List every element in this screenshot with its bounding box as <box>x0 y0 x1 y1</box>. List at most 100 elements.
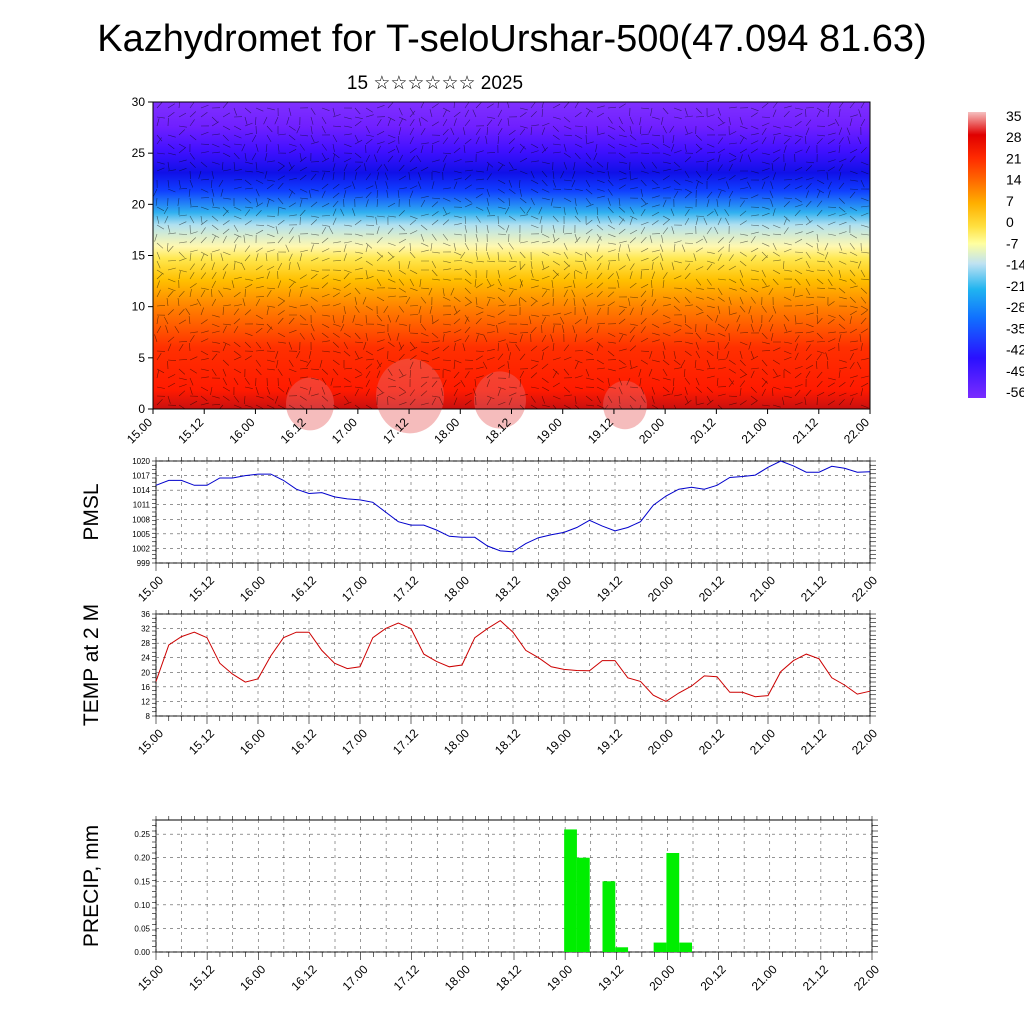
precip-panel-xtick-label: 17.00 <box>340 962 371 993</box>
temp-panel-ytick-label: 20 <box>141 668 150 677</box>
pmsl-panel-minor-ticks <box>152 457 876 571</box>
temp-panel-xtick-label: 20.12 <box>696 726 727 757</box>
pmsl-panel-xtick-label: 20.00 <box>645 573 676 604</box>
heatmap-xtick-label: 17.00 <box>329 415 360 446</box>
temp-panel-xtick-label: 19.00 <box>543 726 574 757</box>
precip-panel-grid <box>155 820 873 953</box>
temp-panel-ytick-label: 12 <box>141 697 150 706</box>
precip-panel-ylabel: PRECIP, mm <box>80 825 103 947</box>
temp-panel-xtick-label: 21.12 <box>798 726 829 757</box>
colorbar-label: -21 <box>1006 278 1024 294</box>
pmsl-panel-xtick-label: 17.00 <box>339 573 370 604</box>
precip-panel-ytick-label: 0.20 <box>134 854 150 863</box>
temp-panel-xtick-label: 19.12 <box>594 726 625 757</box>
precip-panel-bar <box>653 942 667 952</box>
pmsl-panel-xtick-label: 17.12 <box>390 573 421 604</box>
precip-panel-bar <box>602 881 616 952</box>
pmsl-panel-ytick-label: 1005 <box>132 530 150 539</box>
precip-panel-xtick-label: 19.00 <box>544 962 575 993</box>
precip-panel-xtick-label: 19.12 <box>595 962 626 993</box>
precip-panel-xtick-label: 16.12 <box>288 962 319 993</box>
temp-panel-xtick-label: 17.12 <box>390 726 421 757</box>
precip-panel-xtick-label: 15.12 <box>186 962 217 993</box>
temp-panel-xtick-label: 15.00 <box>135 726 166 757</box>
heatmap-xtick-label: 15.12 <box>175 415 206 446</box>
colorbar-label: 35 <box>1006 108 1022 124</box>
precip-panel-ytick-label: 0.10 <box>134 901 150 910</box>
precip-panel-ytick-label: 0.00 <box>134 948 150 957</box>
heatmap-xtick-label: 20.12 <box>687 415 718 446</box>
temp-panel-xtick-label: 16.12 <box>288 726 319 757</box>
precip-panel-ytick-label: 0.25 <box>134 830 150 839</box>
colorbar-label: 14 <box>1006 172 1022 188</box>
page-title: Kazhydromet for T-seloUrshar-500(47.094 … <box>97 18 927 60</box>
pmsl-panel-xtick-label: 18.00 <box>441 573 472 604</box>
heatmap-ytick-label: 5 <box>138 351 145 365</box>
temp-panel-ytick-label: 28 <box>141 639 150 648</box>
temp-panel-xtick-label: 15.12 <box>186 726 217 757</box>
temp-panel-ytick-label: 36 <box>141 610 150 619</box>
temp-panel-xtick-label: 20.00 <box>645 726 676 757</box>
pmsl-panel-xtick-label: 15.00 <box>135 573 166 604</box>
colorbar-label: -42 <box>1006 342 1024 358</box>
colorbar-label: -56 <box>1006 384 1024 400</box>
pmsl-panel-ytick-label: 1002 <box>132 544 150 553</box>
heatmap-xtick-label: 21.12 <box>790 415 821 446</box>
precip-panel-ytick-label: 0.05 <box>134 924 150 933</box>
colorbar-label: 7 <box>1006 193 1014 209</box>
colorbar-label: 0 <box>1006 214 1014 230</box>
colorbar-label: -35 <box>1006 320 1024 336</box>
colorbar-label: 21 <box>1006 150 1022 166</box>
pmsl-panel-ytick-label: 1011 <box>133 501 151 510</box>
temp-panel-ytick-label: 16 <box>141 683 150 692</box>
pmsl-panel-xtick-label: 20.12 <box>696 573 727 604</box>
heatmap-ytick-label: 10 <box>132 300 146 314</box>
pmsl-panel-ytick-label: 1017 <box>132 472 150 481</box>
pmsl-panel-ytick-label: 999 <box>137 559 151 568</box>
temp-panel-xtick-label: 16.00 <box>237 726 268 757</box>
colorbar-label: -28 <box>1006 299 1024 315</box>
pmsl-panel-xtick-label: 16.12 <box>288 573 319 604</box>
heatmap-ytick-label: 15 <box>132 249 146 263</box>
heatmap-ytick-label: 20 <box>132 197 146 211</box>
heatmap-warm-cell <box>603 380 647 430</box>
precip-panel: 0.00 0.05 0.10 0.15 0.20 0.25 15.00 15.12 16.00 1… <box>80 816 882 993</box>
precip-panel-xtick-label: 16.00 <box>237 962 268 993</box>
precip-panel-ytick-label: 0.15 <box>134 877 150 886</box>
precip-panel-xtick-label: 18.12 <box>493 962 524 993</box>
precip-panel-bar <box>564 829 577 952</box>
precip-panel-xtick-label: 17.12 <box>391 962 422 993</box>
colorbar: 35 28 21 14 7 0 -7 -14 -21 -28 -35 -42 -49 -56 <box>968 108 1024 400</box>
heatmap-ytick-label: 0 <box>138 402 145 416</box>
colorbar-label: 28 <box>1006 129 1022 145</box>
colorbar-label: -49 <box>1006 363 1024 379</box>
temp-panel-minor-ticks <box>152 610 876 724</box>
heatmap-field <box>153 102 870 409</box>
heatmap-ytick-label: 30 <box>132 95 146 109</box>
pmsl-panel-xtick-label: 19.12 <box>594 573 625 604</box>
precip-panel-xtick-label: 15.00 <box>135 962 166 993</box>
pmsl-panel-ytick-label: 1014 <box>132 486 150 495</box>
temp-panel-ylabel: TEMP at 2 M <box>80 604 103 726</box>
temp-panel-xtick-label: 21.00 <box>747 726 778 757</box>
heatmap-xtick-label: 16.00 <box>226 415 257 446</box>
temp-panel-xtick-label: 22.00 <box>849 726 880 757</box>
heatmap-xtick-label: 19.00 <box>534 415 565 446</box>
precip-panel-xtick-label: 20.00 <box>646 962 677 993</box>
pmsl-panel: 999 1002 1005 1008 1011 1014 1017 1020 15.00 15.1… <box>80 457 880 604</box>
precip-panel-bar <box>615 947 629 952</box>
temp-panel-xtick-label: 18.00 <box>441 726 472 757</box>
pmsl-panel-xtick-label: 19.00 <box>543 573 574 604</box>
temp-panel: 8 12 16 20 24 28 32 36 15.00 15.12 16.00 16.12 17.00… <box>80 604 880 757</box>
heatmap-xtick-label: 21.00 <box>739 415 770 446</box>
temp-panel-grid <box>155 613 871 717</box>
colorbar-label: -14 <box>1006 257 1024 273</box>
precip-panel-minor-ticks <box>152 816 878 960</box>
heatmap-ytick-label: 25 <box>132 146 146 160</box>
pmsl-panel-ytick-label: 1008 <box>132 515 150 524</box>
precip-panel-bar <box>679 942 692 952</box>
pmsl-panel-xtick-label: 15.12 <box>186 573 217 604</box>
precip-panel-xtick-label: 22.00 <box>851 962 882 993</box>
pmsl-panel-xtick-label: 21.12 <box>798 573 829 604</box>
